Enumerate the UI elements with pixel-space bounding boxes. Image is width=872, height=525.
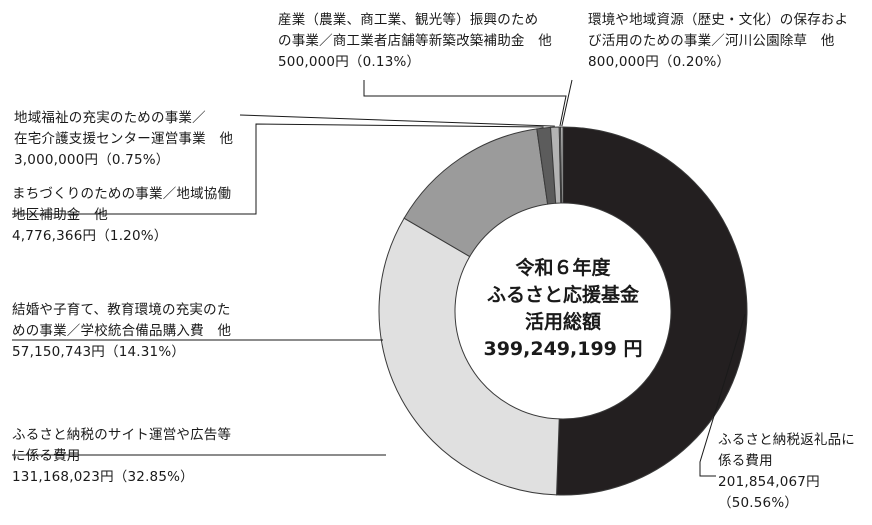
slice-return-gifts — [556, 126, 748, 496]
label-line: び活用のための事業／河川公園除草 他 — [588, 33, 835, 49]
label-line: 4,776,366円（1.20%） — [12, 228, 168, 244]
label-line: 結婚や子育て、教育環境の充実のた — [12, 302, 231, 318]
label-line: 地区補助金 他 — [12, 207, 108, 223]
slice-label-welfare: 地域福祉の充実のための事業／ 在宅介護支援センター運営事業 他 3,000,00… — [14, 108, 233, 171]
label-line: 131,168,023円（32.85%） — [12, 469, 194, 485]
leader-industry — [363, 80, 567, 127]
slice-label-town-development: まちづくりのための事業／地域協働 地区補助金 他 4,776,366円（1.20… — [12, 184, 231, 247]
chart-center-title: 令和６年度 ふるさと応援基金 活用総額 399,249,199 円 — [468, 255, 658, 363]
label-line: の事業／商工業者店舗等新築改築補助金 他 — [278, 33, 552, 49]
label-line: に係る費用 — [12, 448, 81, 464]
label-line: ふるさと納税のサイト運営や広告等 — [12, 427, 232, 443]
leader-welfare — [239, 114, 555, 127]
label-line: （50.56%） — [718, 495, 799, 511]
slice-label-site-ads: ふるさと納税のサイト運営や広告等 に係る費用 131,168,023円（32.8… — [12, 425, 231, 488]
slice-label-return-gifts: ふるさと納税返礼品に 係る費用 201,854,067円 （50.56%） — [718, 430, 855, 514]
slice-label-environment: 環境や地域資源（歴史・文化）の保存およ び活用のための事業／河川公園除草 他 8… — [588, 10, 848, 73]
label-line: めの事業／学校統合備品購入費 他 — [12, 323, 232, 339]
leader-town-development — [12, 123, 544, 215]
slice-label-industry: 産業（農業、商工業、観光等）振興のため の事業／商工業者店舗等新築改築補助金 他… — [278, 10, 552, 73]
slice-label-education: 結婚や子育て、教育環境の充実のた めの事業／学校統合備品購入費 他 57,150… — [12, 300, 231, 363]
label-line: 57,150,743円（14.31%） — [12, 344, 186, 360]
slice-site-ads — [378, 217, 560, 496]
slice-environment — [560, 126, 564, 204]
label-line: まちづくりのための事業／地域協働 — [12, 186, 232, 202]
leader-environment — [561, 79, 573, 127]
leader-return-gifts — [699, 314, 746, 477]
label-line: 3,000,000円（0.75%） — [14, 152, 170, 168]
label-line: 地域福祉の充実のための事業／ — [14, 110, 206, 126]
label-line: 201,854,067円 — [718, 474, 820, 490]
label-line: 800,000円（0.20%） — [588, 54, 731, 70]
center-total-amount: 399,249,199 円 — [483, 338, 643, 360]
label-line: 在宅介護支援センター運営事業 他 — [14, 131, 234, 147]
center-title-line: 活用総額 — [524, 311, 601, 333]
center-title-line: 令和６年度 — [515, 257, 611, 279]
label-line: 産業（農業、商工業、観光等）振興のため — [278, 12, 539, 28]
center-title-line: ふるさと応援基金 — [486, 284, 639, 306]
label-line: 環境や地域資源（歴史・文化）の保存およ — [588, 12, 849, 28]
label-line: 500,000円（0.13%） — [278, 54, 421, 70]
label-line: 係る費用 — [718, 453, 773, 469]
label-line: ふるさと納税返礼品に — [718, 432, 855, 448]
